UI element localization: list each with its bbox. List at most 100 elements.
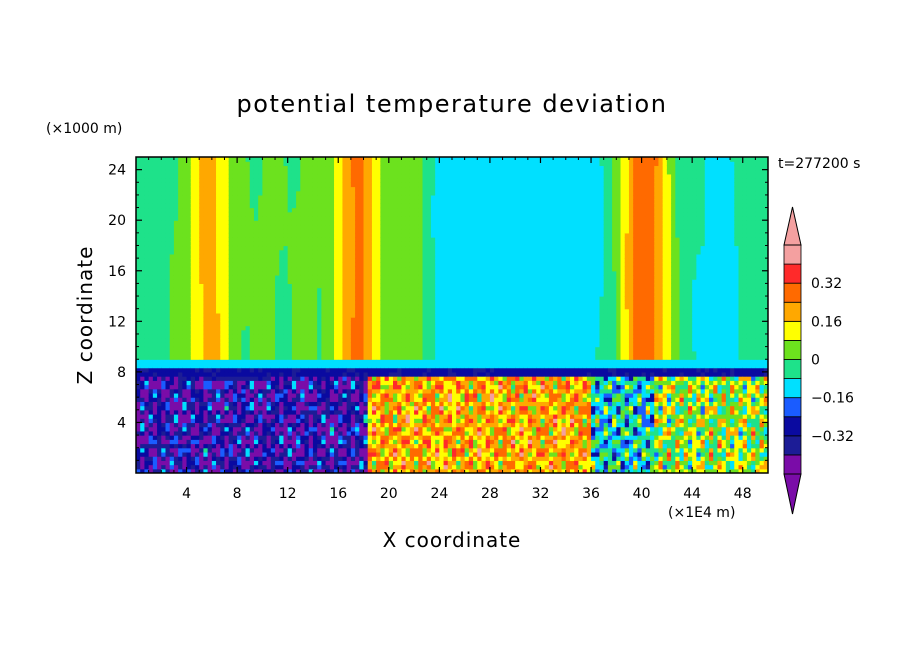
field-cell bbox=[161, 418, 167, 424]
field-cell bbox=[190, 380, 196, 386]
field-cell bbox=[228, 333, 234, 339]
field-cell bbox=[376, 422, 381, 428]
field-cell bbox=[325, 241, 331, 247]
field-cell bbox=[152, 165, 158, 171]
field-cell bbox=[194, 262, 200, 268]
field-cell bbox=[224, 325, 230, 331]
field-cell bbox=[232, 435, 238, 440]
field-cell bbox=[367, 165, 373, 171]
field-cell bbox=[380, 169, 386, 175]
field-cell bbox=[245, 329, 251, 335]
field-cell bbox=[173, 367, 179, 373]
field-cell bbox=[275, 157, 280, 162]
field-cell bbox=[262, 355, 268, 360]
field-cell bbox=[371, 237, 377, 242]
field-cell bbox=[178, 161, 183, 167]
field-cell bbox=[194, 460, 200, 466]
field-cell bbox=[165, 447, 171, 453]
field-cell bbox=[266, 333, 272, 339]
field-cell bbox=[194, 300, 200, 306]
field-cell bbox=[258, 414, 263, 419]
field-cell bbox=[173, 435, 179, 440]
field-cell bbox=[173, 224, 179, 230]
field-cell bbox=[220, 211, 226, 217]
field-cell bbox=[275, 312, 280, 318]
field-cell bbox=[161, 355, 167, 360]
field-cell bbox=[241, 376, 247, 381]
field-cell bbox=[283, 451, 289, 457]
field-cell bbox=[270, 371, 276, 377]
field-cell bbox=[262, 220, 268, 226]
field-cell bbox=[342, 165, 348, 171]
field-cell bbox=[144, 376, 150, 381]
field-cell bbox=[283, 435, 289, 440]
field-cell bbox=[169, 300, 175, 306]
field-cell bbox=[367, 241, 373, 247]
field-cell bbox=[266, 405, 272, 411]
field-cell bbox=[165, 220, 171, 226]
field-cell bbox=[321, 258, 327, 263]
field-cell bbox=[258, 355, 263, 360]
field-cell bbox=[321, 392, 327, 398]
field-cell bbox=[152, 401, 158, 407]
field-cell bbox=[405, 211, 411, 217]
field-cell bbox=[338, 241, 344, 247]
field-cell bbox=[401, 456, 407, 461]
field-cell bbox=[245, 237, 251, 242]
field-cell bbox=[409, 447, 415, 453]
field-cell bbox=[300, 203, 306, 209]
field-cell bbox=[296, 203, 301, 209]
field-cell bbox=[199, 245, 205, 251]
field-cell bbox=[342, 401, 348, 407]
field-cell bbox=[346, 355, 352, 360]
field-cell bbox=[287, 228, 293, 234]
field-cell bbox=[270, 376, 276, 381]
field-cell bbox=[173, 283, 179, 289]
field-cell bbox=[325, 215, 331, 221]
field-cell bbox=[186, 274, 192, 280]
field-cell bbox=[405, 392, 411, 398]
field-cell bbox=[401, 253, 407, 259]
field-cell bbox=[291, 245, 297, 251]
field-cell bbox=[329, 241, 335, 247]
field-cell bbox=[224, 173, 230, 179]
field-cell bbox=[321, 397, 327, 402]
field-cell bbox=[308, 283, 314, 289]
field-cell bbox=[199, 258, 205, 263]
field-cell bbox=[148, 371, 154, 377]
field-cell bbox=[287, 363, 293, 369]
field-cell bbox=[363, 182, 369, 188]
field-cell bbox=[194, 456, 200, 461]
field-cell bbox=[241, 422, 247, 428]
field-cell bbox=[216, 266, 221, 272]
field-cell bbox=[173, 317, 179, 322]
field-cell bbox=[338, 161, 344, 167]
field-cell bbox=[161, 359, 167, 365]
field-cell bbox=[237, 468, 242, 473]
field-cell bbox=[220, 384, 226, 390]
field-cell bbox=[249, 224, 255, 230]
field-cell bbox=[245, 371, 251, 377]
field-cell bbox=[157, 321, 162, 327]
field-cell bbox=[190, 329, 196, 335]
field-cell bbox=[228, 409, 234, 415]
field-cell bbox=[157, 237, 162, 242]
field-cell bbox=[346, 443, 352, 449]
field-cell bbox=[161, 182, 167, 188]
field-cell bbox=[312, 342, 318, 348]
field-cell bbox=[136, 157, 141, 162]
field-cell bbox=[165, 262, 171, 268]
field-cell bbox=[258, 405, 263, 411]
field-cell bbox=[279, 287, 285, 293]
field-cell bbox=[287, 258, 293, 263]
field-cell bbox=[397, 215, 403, 221]
field-cell bbox=[270, 279, 276, 284]
field-cell bbox=[409, 207, 415, 213]
field-cell bbox=[359, 245, 365, 251]
field-cell bbox=[296, 178, 301, 183]
field-cell bbox=[350, 270, 356, 276]
field-cell bbox=[409, 161, 415, 167]
field-cell bbox=[152, 329, 158, 335]
field-cell bbox=[161, 346, 167, 352]
field-cell bbox=[190, 215, 196, 221]
